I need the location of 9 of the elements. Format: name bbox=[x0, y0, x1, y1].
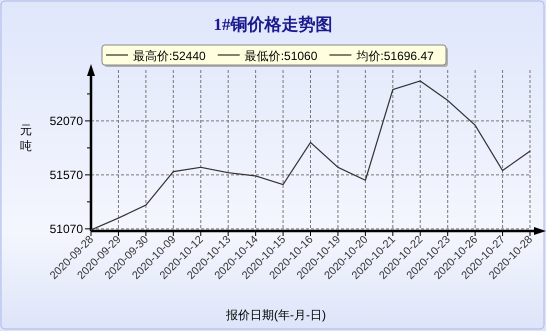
x-axis-title: 报价日期(年-月-日) bbox=[225, 308, 326, 322]
text: 均价:51696.47 bbox=[355, 49, 434, 63]
y-tick-label: 52070 bbox=[50, 114, 84, 128]
chart-title: 1#铜价格走势图 bbox=[214, 15, 332, 34]
text: 最高价:52440 bbox=[133, 49, 206, 63]
text: 最低价:51060 bbox=[244, 49, 318, 63]
y-axis-title: 元吨 bbox=[20, 123, 32, 153]
y-tick-label: 51570 bbox=[50, 168, 84, 182]
y-tick-label: 51070 bbox=[50, 222, 84, 236]
